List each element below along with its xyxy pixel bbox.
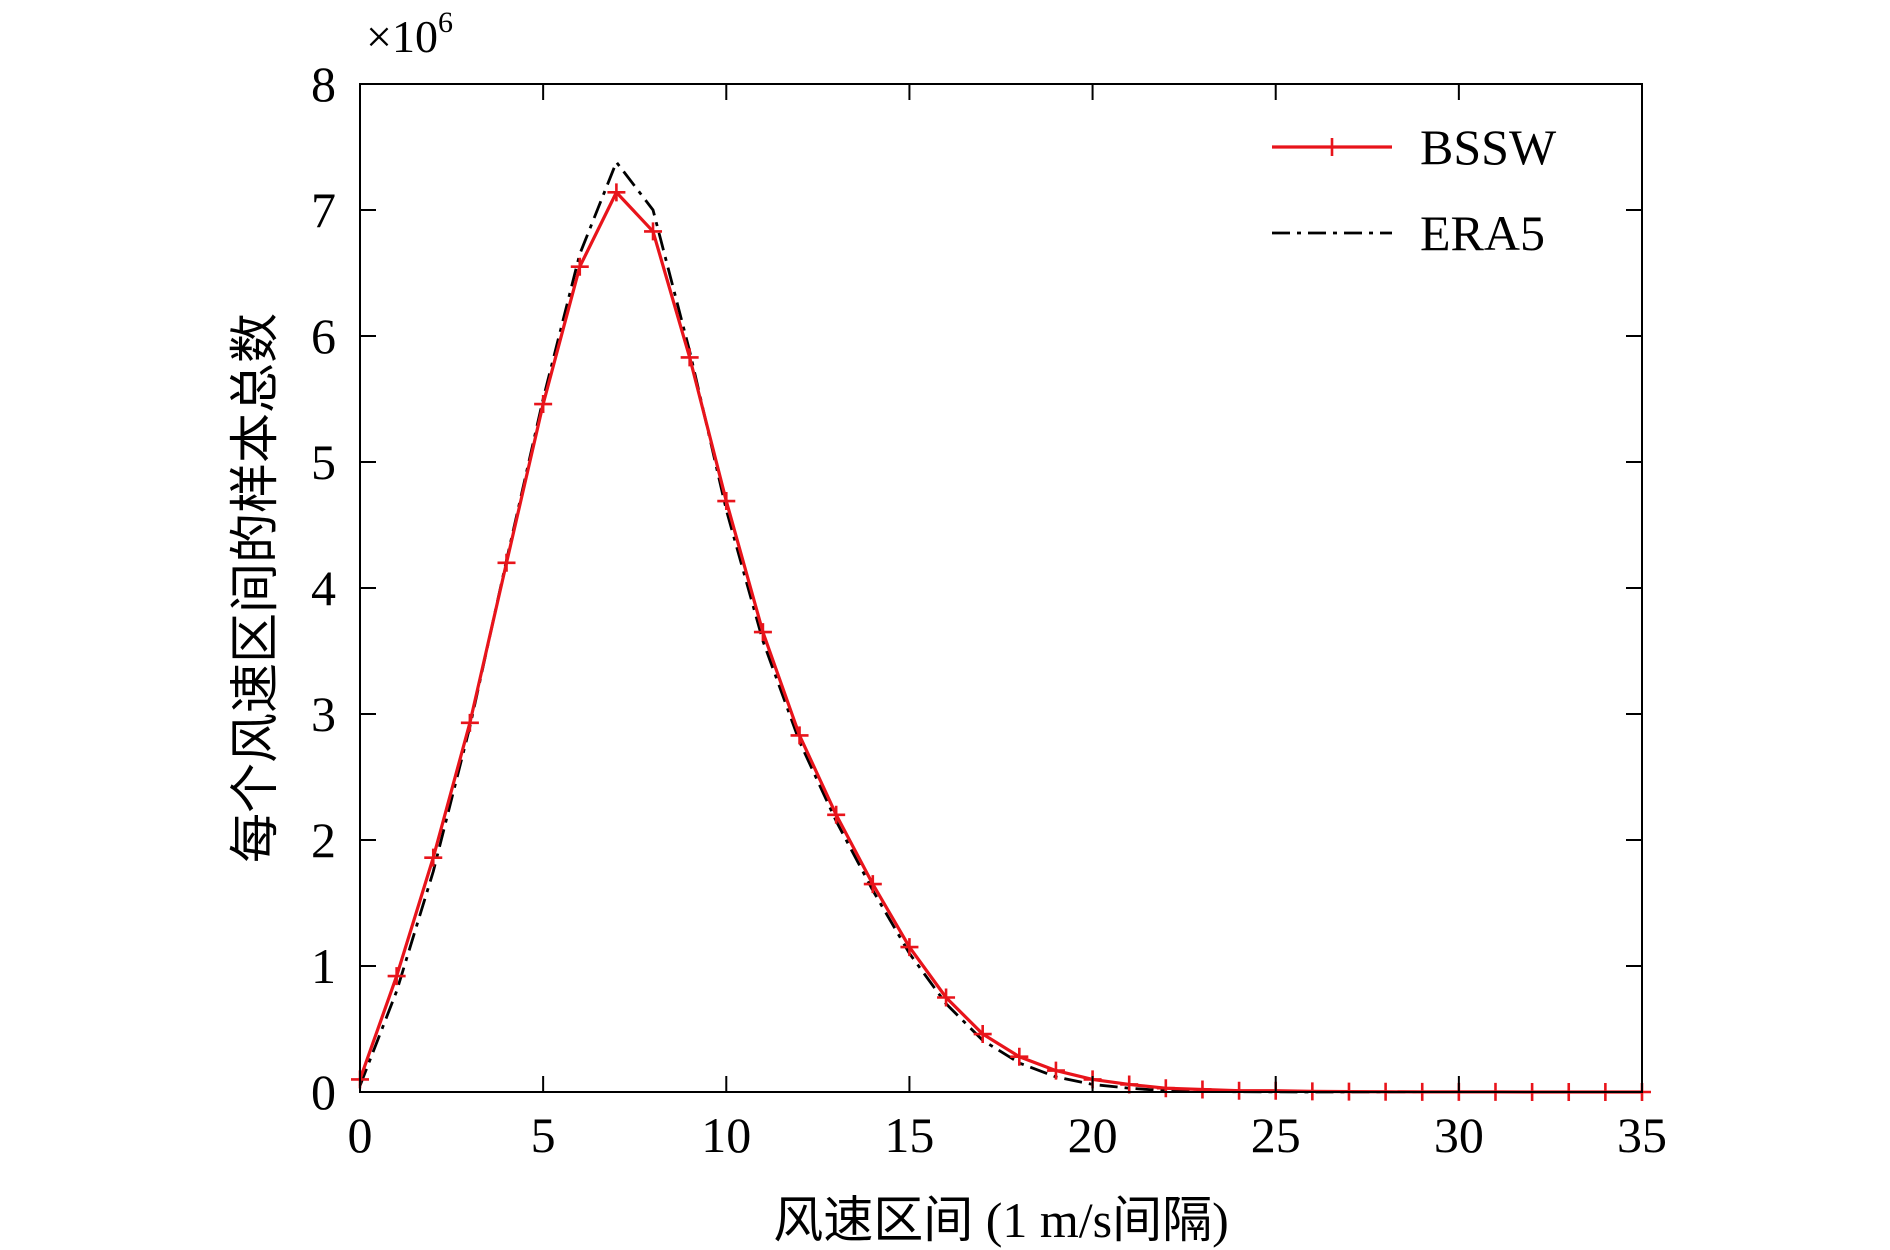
data-point-bssw	[863, 875, 882, 894]
data-point-bssw	[1156, 1079, 1175, 1098]
series-line-era5	[358, 160, 1642, 1094]
data-point-bssw	[937, 988, 956, 1007]
y-tick-label: 0	[311, 1064, 336, 1120]
y-tick-label: 1	[311, 938, 336, 994]
x-tick-label: 20	[1068, 1107, 1118, 1163]
y-axis-title: 每个风速区间的样本总数	[227, 313, 283, 863]
y-tick-label: 4	[311, 560, 336, 616]
x-tick-label: 30	[1434, 1107, 1484, 1163]
data-point-bssw	[900, 938, 919, 957]
series-line-bssw	[358, 190, 1642, 1094]
legend-label-era5: ERA5	[1420, 205, 1545, 261]
y-tick-label: 2	[311, 812, 336, 868]
x-tick-label: 0	[348, 1107, 373, 1163]
y-tick-label: 7	[311, 182, 336, 238]
y-multiplier-label: ×106	[366, 6, 453, 62]
legend: BSSW ERA5	[1272, 119, 1557, 261]
y-tick-label: 3	[311, 686, 336, 742]
data-point-bssw	[717, 492, 736, 511]
data-point-bssw	[790, 726, 809, 745]
data-point-bssw	[1046, 1061, 1065, 1080]
data-point-bssw	[534, 395, 553, 414]
data-point-bssw	[460, 713, 479, 732]
x-tick-label: 25	[1251, 1107, 1301, 1163]
x-tick-label: 10	[701, 1107, 751, 1163]
data-point-bssw	[827, 805, 846, 824]
data-point-bssw	[644, 222, 663, 241]
data-point-bssw	[1193, 1080, 1212, 1099]
x-tick-label: 35	[1617, 1107, 1667, 1163]
x-tick-label: 5	[531, 1107, 556, 1163]
y-tick-label: 6	[311, 308, 336, 364]
data-point-bssw	[1010, 1047, 1029, 1066]
x-tick-label: 15	[884, 1107, 934, 1163]
data-point-bssw	[607, 183, 626, 202]
y-tick-label: 5	[311, 434, 336, 490]
y-multiplier-exponent: 6	[438, 6, 453, 39]
data-point-bssw	[424, 848, 443, 867]
y-multiplier-base: ×10	[366, 11, 438, 62]
legend-label-bssw: BSSW	[1420, 119, 1557, 175]
data-point-bssw	[497, 553, 516, 572]
data-point-bssw	[570, 257, 589, 276]
x-axis-title: 风速区间 (1 m/s间隔)	[773, 1192, 1229, 1248]
data-point-bssw	[680, 348, 699, 367]
legend-marker-bssw	[1323, 138, 1341, 156]
data-point-bssw	[1230, 1081, 1249, 1100]
data-point-bssw	[1120, 1075, 1139, 1094]
ticks-layer: 0 5 10 15 20 25 30 35 0 1 2 3 4 5 6 7 8	[311, 56, 1667, 1163]
data-point-bssw	[753, 623, 772, 642]
y-tick-label: 8	[311, 56, 336, 112]
series-layer	[351, 160, 1651, 1101]
data-point-bssw	[973, 1025, 992, 1044]
data-point-bssw	[387, 967, 406, 986]
